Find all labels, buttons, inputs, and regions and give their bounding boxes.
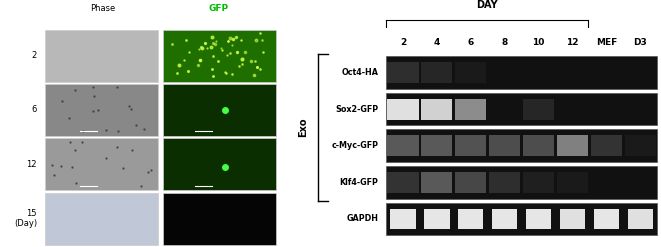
Bar bbox=[421, 135, 452, 156]
Text: 6: 6 bbox=[467, 38, 474, 47]
Bar bbox=[557, 135, 588, 156]
Bar bbox=[163, 138, 276, 190]
Text: 12: 12 bbox=[566, 38, 579, 47]
Bar bbox=[523, 99, 554, 120]
Bar bbox=[627, 209, 653, 229]
Bar bbox=[523, 172, 554, 193]
Text: Klf4-GFP: Klf4-GFP bbox=[340, 178, 378, 187]
Text: GAPDH: GAPDH bbox=[346, 214, 378, 223]
Bar bbox=[386, 129, 657, 162]
Text: 12: 12 bbox=[26, 160, 37, 169]
Bar bbox=[523, 135, 554, 156]
Text: 2: 2 bbox=[32, 51, 37, 60]
Bar bbox=[489, 172, 520, 193]
Bar bbox=[387, 135, 418, 156]
Bar bbox=[387, 62, 418, 83]
Bar bbox=[421, 172, 452, 193]
Text: Oct4-HA: Oct4-HA bbox=[342, 68, 378, 77]
Bar bbox=[386, 56, 657, 89]
Text: D3: D3 bbox=[633, 38, 647, 47]
Bar bbox=[163, 30, 276, 82]
Text: Phase: Phase bbox=[91, 4, 116, 13]
Bar bbox=[557, 172, 588, 193]
Bar bbox=[455, 99, 486, 120]
Bar bbox=[455, 62, 486, 83]
Bar bbox=[492, 209, 518, 229]
Text: 15
(Day): 15 (Day) bbox=[14, 209, 37, 228]
Bar bbox=[421, 99, 452, 120]
Bar bbox=[46, 193, 158, 245]
Bar bbox=[46, 84, 158, 136]
Bar bbox=[46, 30, 158, 82]
Text: 8: 8 bbox=[502, 38, 508, 47]
Text: 2: 2 bbox=[400, 38, 406, 47]
Bar bbox=[46, 138, 158, 190]
Bar bbox=[591, 135, 622, 156]
Text: MEF: MEF bbox=[596, 38, 617, 47]
Text: 6: 6 bbox=[32, 105, 37, 114]
Bar bbox=[489, 135, 520, 156]
Text: Sox2-GFP: Sox2-GFP bbox=[335, 105, 378, 114]
Bar bbox=[390, 209, 416, 229]
Bar bbox=[386, 166, 657, 199]
Bar bbox=[163, 193, 276, 245]
Bar bbox=[386, 93, 657, 125]
Text: GFP: GFP bbox=[208, 4, 228, 13]
Bar bbox=[594, 209, 619, 229]
Bar bbox=[560, 209, 585, 229]
Text: Exo: Exo bbox=[298, 118, 308, 137]
Bar bbox=[387, 172, 418, 193]
Bar bbox=[163, 84, 276, 136]
Bar bbox=[455, 172, 486, 193]
Bar bbox=[625, 135, 656, 156]
Bar bbox=[421, 62, 452, 83]
Text: DAY: DAY bbox=[476, 0, 498, 10]
Text: c-Myc-GFP: c-Myc-GFP bbox=[331, 141, 378, 150]
Bar bbox=[458, 209, 483, 229]
Bar bbox=[386, 203, 657, 235]
Bar bbox=[424, 209, 449, 229]
Bar bbox=[526, 209, 551, 229]
Bar bbox=[455, 135, 486, 156]
Text: 4: 4 bbox=[434, 38, 440, 47]
Text: 10: 10 bbox=[532, 38, 545, 47]
Bar bbox=[387, 99, 418, 120]
